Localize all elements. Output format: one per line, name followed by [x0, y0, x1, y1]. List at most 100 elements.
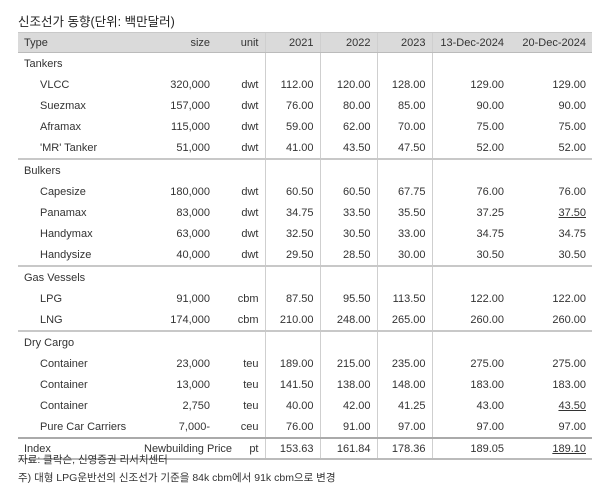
empty-cell [376, 52, 432, 74]
empty-cell [319, 330, 377, 353]
table-cell: Capesize [40, 185, 86, 198]
index-cell: 153.63 [264, 437, 320, 460]
table-cell: 63,000 [176, 227, 210, 240]
header-row: Type size unit 2021 2022 2023 13-Dec-2024 20-De… [18, 32, 592, 53]
index-cell: Index [18, 437, 138, 460]
table-cell: 91.00 [319, 416, 377, 438]
table-cell: 183.00 [552, 378, 586, 391]
table-cell: 75.00 [431, 116, 510, 137]
index-cell: 189.10 [510, 437, 592, 460]
table-cell: 37.50 [558, 206, 586, 219]
empty-cell [431, 52, 510, 74]
table-cell: 87.50 [264, 288, 320, 309]
index-cell: 178.36 [376, 437, 432, 460]
table-row: Container 13,000 teu 141.50 138.00 148.00 183.… [18, 374, 592, 395]
empty-cell [216, 53, 265, 75]
table-cell: 113.50 [376, 288, 432, 309]
index-cell: pt [216, 437, 265, 460]
table-cell: 76.00 [264, 95, 320, 116]
table-cell: 83,000 [176, 206, 210, 219]
group-label: Dry Cargo [18, 330, 138, 353]
table-cell: cbm [237, 292, 259, 305]
table-row: Handymax 63,000 dwt 32.50 30.50 33.00 34.75 34.… [18, 223, 592, 244]
table-cell: 13,000 [176, 378, 210, 391]
table-row: Pure Car Carriers 7,000- ceu 76.00 91.00 97.0… [18, 416, 592, 438]
table-cell: 2,750 [182, 399, 210, 412]
table-cell: dwt [241, 141, 259, 154]
table-cell: 43.00 [431, 395, 510, 416]
empty-cell [431, 158, 510, 181]
table-cell: LNG [40, 313, 63, 326]
table-cell: 41.25 [376, 395, 432, 416]
table-cell: 129.00 [431, 74, 510, 95]
table-cell: 97.00 [431, 416, 510, 438]
table-cell: 122.00 [552, 292, 586, 305]
group-row: Tankers [18, 52, 592, 75]
column-header: 2022 [319, 32, 377, 53]
table-cell: 33.00 [376, 223, 432, 244]
table-cell: 129.00 [552, 78, 586, 91]
table-cell: Container [40, 399, 88, 412]
empty-cell [216, 330, 265, 353]
empty-cell [319, 52, 377, 74]
table-cell: Handymax [40, 227, 93, 240]
source-note: 자료: 클락슨, 신영증권 리서치센터 [18, 454, 168, 466]
table-cell: 180,000 [170, 185, 210, 198]
table-cell: dwt [241, 206, 259, 219]
table-row: Aframax 115,000 dwt 59.00 62.00 70.00 75.00 75.… [18, 116, 592, 137]
empty-cell [376, 158, 432, 181]
table-cell: dwt [241, 78, 259, 91]
table-cell: teu [243, 378, 259, 391]
table-row: Handysize 40,000 dwt 29.50 28.50 30.00 30.50 30… [18, 244, 592, 266]
empty-cell [264, 265, 320, 288]
column-header: 2021 [264, 32, 320, 53]
table-cell: 30.50 [319, 223, 377, 244]
table-cell: 189.00 [264, 353, 320, 374]
table-cell: dwt [241, 227, 259, 240]
table-row: Container 2,750 teu 40.00 42.00 41.25 43.00 43.… [18, 395, 592, 416]
table-cell: 35.50 [376, 202, 432, 223]
empty-cell [264, 330, 320, 353]
table-cell: 97.00 [558, 420, 586, 433]
empty-cell [264, 158, 320, 181]
index-cell: 161.84 [319, 437, 377, 460]
index-cell: 189.05 [431, 437, 510, 460]
table-cell: 128.00 [376, 74, 432, 95]
table-cell: 75.00 [558, 120, 586, 133]
table-cell: dwt [241, 185, 259, 198]
table-cell: 34.75 [431, 223, 510, 244]
table-cell: 275.00 [552, 357, 586, 370]
empty-cell [264, 52, 320, 74]
table-cell: dwt [241, 99, 259, 112]
footnote: 주) 대형 LPG운반선의 신조선가 기준을 84k cbm에서 91k cbm… [18, 472, 336, 484]
table-cell: 60.50 [264, 181, 320, 202]
index-cell: Newbuilding Price [138, 437, 232, 460]
index-row: Index Newbuilding Price pt 153.63 161.84 178.… [18, 437, 592, 460]
table-cell: 215.00 [319, 353, 377, 374]
table-cell: 112.00 [264, 74, 320, 95]
table-cell: 67.75 [376, 181, 432, 202]
column-header: 13-Dec-2024 [431, 32, 510, 53]
table-row: LNG 174,000 cbm 210.00 248.00 265.00 260.00 260… [18, 309, 592, 331]
table-cell: 60.50 [319, 181, 377, 202]
table-cell: 248.00 [319, 309, 377, 331]
empty-cell [510, 158, 592, 181]
empty-cell [216, 265, 265, 288]
empty-cell [510, 53, 592, 75]
empty-cell [138, 265, 216, 288]
table-cell: 138.00 [319, 374, 377, 395]
table-row: VLCC 320,000 dwt 112.00 120.00 128.00 129.00 12… [18, 74, 592, 95]
table-cell: 32.50 [264, 223, 320, 244]
table-cell: 97.00 [376, 416, 432, 438]
group-label: Tankers [24, 57, 63, 70]
table-row: LPG 91,000 cbm 87.50 95.50 113.50 122.00 122.00 [18, 288, 592, 309]
table-cell: Container [40, 357, 88, 370]
table-cell: 148.00 [376, 374, 432, 395]
column-header: size [138, 32, 216, 53]
group-row: Gas Vessels [18, 265, 592, 288]
table-cell: 70.00 [376, 116, 432, 137]
empty-cell [510, 330, 592, 353]
table-row: Container 23,000 teu 189.00 215.00 235.00 275.… [18, 353, 592, 374]
table-cell: 43.50 [319, 137, 377, 159]
table-cell: 30.00 [376, 244, 432, 266]
